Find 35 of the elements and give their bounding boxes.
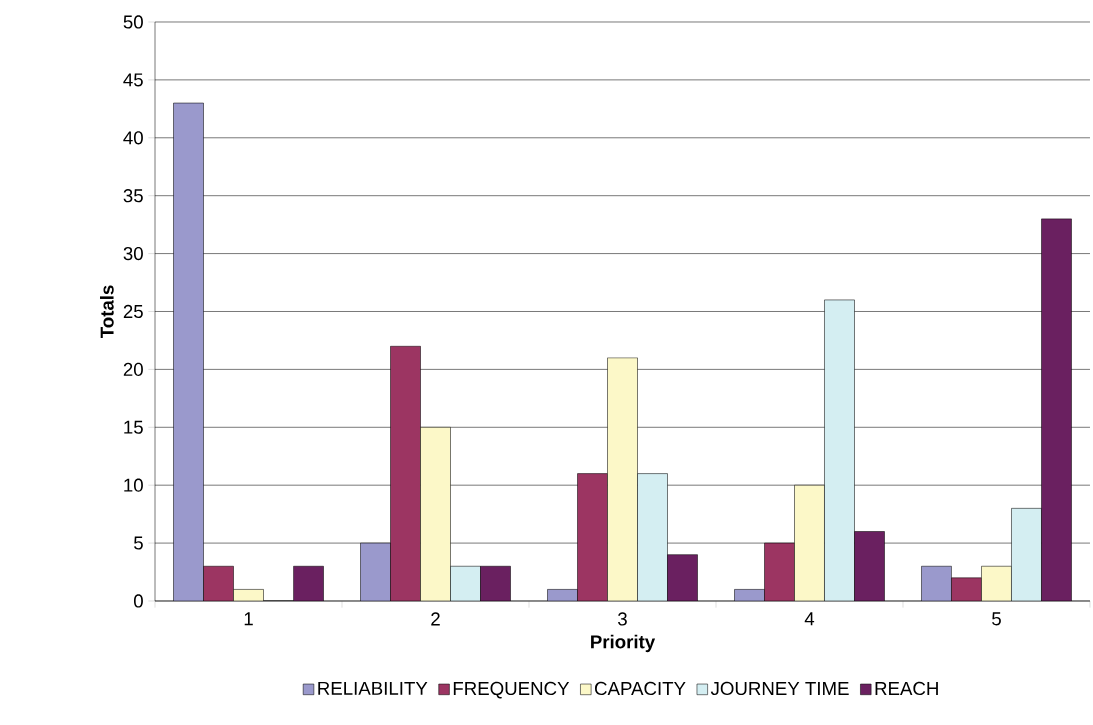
y-tick-label: 50 (123, 15, 143, 29)
legend-label: CAPACITY (595, 681, 686, 696)
bar (450, 565, 481, 601)
x-tick-label: 1 (244, 612, 253, 626)
legend-label: REACH (875, 681, 938, 696)
y-tick-label: 40 (123, 131, 143, 145)
bar (1011, 508, 1042, 601)
bar (577, 473, 608, 601)
bar (921, 565, 952, 601)
legend-label: FREQUENCY (453, 681, 570, 699)
y-tick-label: 30 (123, 246, 143, 261)
bar (764, 542, 795, 601)
x-tick-label: 4 (804, 612, 815, 626)
y-axis-title: Totals (100, 285, 114, 339)
y-tick-label: 25 (123, 304, 143, 319)
x-axis-title: Priority (591, 634, 656, 653)
legend-label: JOURNEY TIME (710, 681, 849, 696)
bar (203, 565, 234, 601)
bar (637, 473, 668, 601)
bar (951, 577, 982, 601)
y-tick-label: 35 (123, 189, 143, 203)
bar (173, 102, 204, 601)
bar (390, 345, 421, 601)
y-tick-label: 20 (123, 362, 143, 376)
y-tick-label: 10 (124, 478, 143, 492)
y-tick-label: 0 (133, 594, 143, 608)
x-tick-label: 3 (618, 612, 627, 626)
bar (824, 299, 855, 601)
y-tick-label: 15 (124, 420, 143, 434)
legend-label: RELIABILITY (318, 681, 428, 695)
y-tick-label: 5 (134, 536, 143, 550)
bar (360, 542, 391, 601)
y-tick-label: 45 (123, 73, 143, 87)
x-tick-label: 5 (992, 612, 1001, 626)
x-tick-label: 2 (431, 612, 440, 626)
